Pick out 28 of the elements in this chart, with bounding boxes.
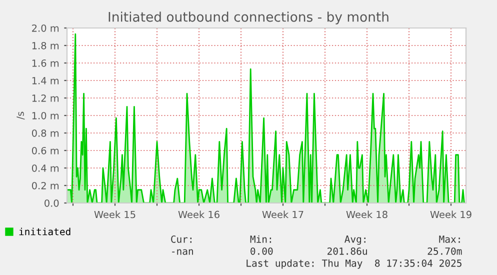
x-tick-label: Week 15 [94,210,136,218]
x-tick-label: Week 18 [346,210,388,218]
text: Min: [250,235,272,243]
y-tick-label: 1.4 m [32,77,59,84]
y-tick-label: 1.2 m [32,94,59,102]
text: Cur: [171,235,192,243]
y-tick-label: 1.8 m [32,42,59,50]
text: -nan [172,249,193,255]
y-tick-label: 1.0 m [32,112,59,120]
y-tick-label: 0.2 m [32,182,59,190]
x-tick-label: Week 17 [262,210,304,218]
text: 201.86u [328,247,367,255]
y-tick-label: 0.8 m [32,129,59,137]
y-tick-label: 0.4 m [32,164,59,172]
text: Avg: [344,236,366,245]
text: 0.00 [250,247,273,255]
y-tick-label: 0.0 [44,199,59,207]
text: Last update: Thu May 8 17:35:04 2025 [246,259,462,269]
legend-label: initiated [19,228,70,236]
y-tick-label: 1.6 m [32,59,59,67]
chart-title: Initiated outbound connections - by month [108,12,388,24]
y-tick-label: 2.0 m [32,24,59,32]
y-tick-label: 0.6 m [32,146,59,154]
x-tick-label: Week 16 [178,210,220,218]
text: 25.70m [428,247,462,255]
x-tick-label: Week 19 [430,210,472,218]
y-axis-title: /s [16,112,25,120]
text: Max: [439,236,460,243]
